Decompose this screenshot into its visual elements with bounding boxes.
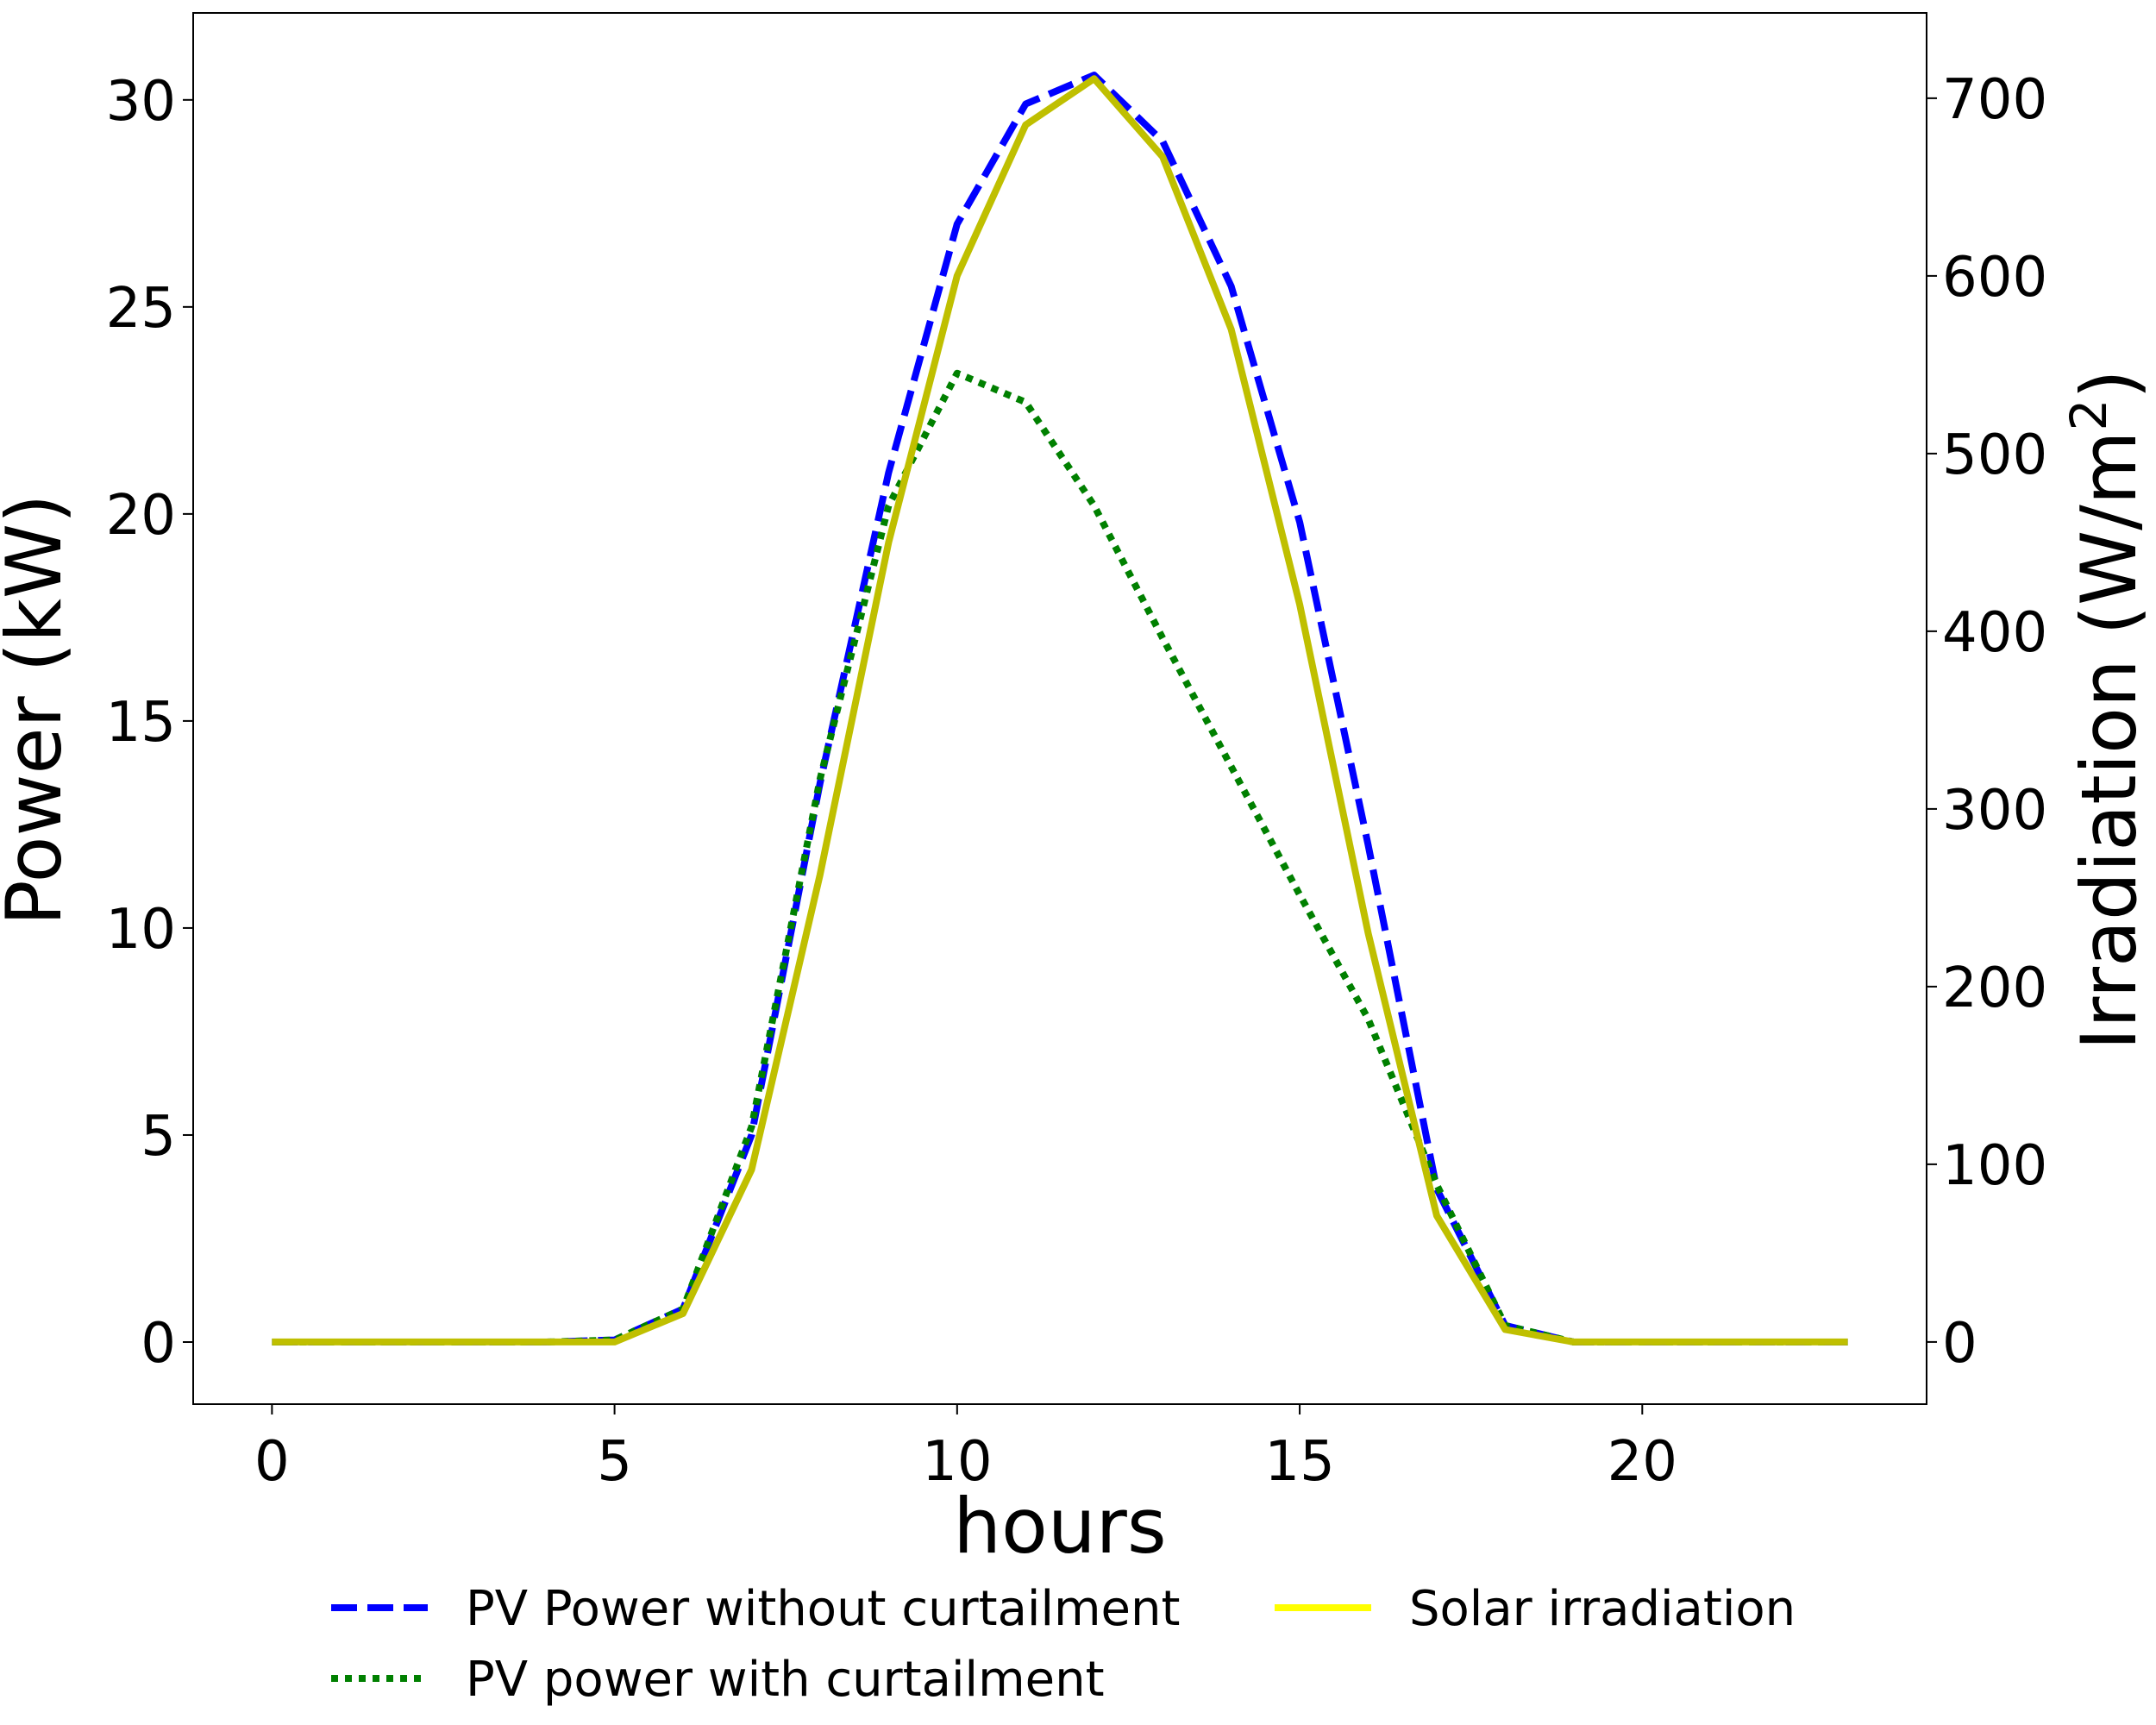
y2-axis-label: Irradiation (W/m2): [2059, 369, 2153, 1050]
y2-tick-label: 200: [1942, 957, 2047, 1020]
y-tick-label: 10: [106, 898, 176, 962]
y-tick-label: 30: [106, 70, 176, 134]
y-tick-label: 25: [106, 277, 176, 341]
y-tick-label: 0: [141, 1312, 176, 1376]
x-axis-ticks: 0 5 10 15 20: [254, 1404, 1677, 1494]
y2-tick-label: 500: [1942, 423, 2047, 487]
y2-axis-label-main: Irradiation (W/m: [2065, 431, 2153, 1051]
y2-tick-label: 400: [1942, 601, 2047, 665]
series-line-2: [272, 75, 1848, 1346]
y2-axis-ticks: 0 100 200 300 400 500 600 700: [1927, 68, 2047, 1376]
x-tick-label: 10: [922, 1430, 992, 1494]
legend-label-pv-without: PV Power without curtailment: [466, 1581, 1180, 1637]
y2-tick-label: 600: [1942, 246, 2047, 310]
y-tick-label: 5: [141, 1105, 176, 1169]
y-tick-label: 20: [106, 484, 176, 548]
y2-tick-label: 700: [1942, 68, 2047, 132]
x-tick-label: 0: [254, 1430, 290, 1494]
series-line-0: [272, 72, 1848, 1346]
y-tick-label: 15: [106, 691, 176, 755]
y2-axis-label-superscript: 2: [2059, 399, 2118, 431]
x-axis-label: hours: [953, 1482, 1166, 1571]
plot-frame: [192, 12, 1927, 1405]
x-tick-label: 20: [1608, 1430, 1677, 1494]
x-tick-label: 15: [1264, 1430, 1334, 1494]
legend: PV Power without curtailment PV power wi…: [331, 1581, 1796, 1708]
plot-lines: [272, 72, 1848, 1346]
y2-tick-label: 0: [1942, 1312, 1977, 1376]
x-tick-label: 5: [597, 1430, 632, 1494]
legend-label-pv-with: PV power with curtailment: [466, 1652, 1105, 1708]
y2-axis-label-close: ): [2065, 369, 2153, 398]
y2-tick-label: 300: [1942, 779, 2047, 843]
y2-tick-label: 100: [1942, 1134, 2047, 1198]
y-axis-ticks: 0 5 10 15 20 25 30: [106, 70, 193, 1376]
series-line-1: [272, 369, 1848, 1346]
legend-label-irradiation: Solar irradiation: [1409, 1581, 1796, 1637]
y-axis-label: Power (kW): [0, 494, 78, 926]
